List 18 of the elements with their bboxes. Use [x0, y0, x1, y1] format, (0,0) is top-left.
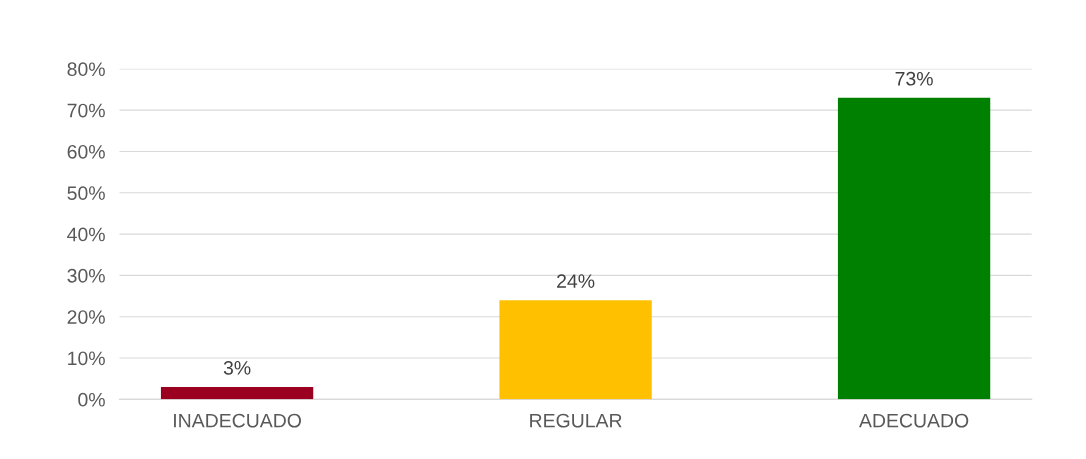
data-label: 73% [895, 71, 933, 86]
y-tick-label: 80% [67, 62, 105, 77]
x-tick-label: REGULAR [530, 413, 622, 428]
y-tick-label: 30% [67, 268, 105, 283]
y-tick-label: 70% [67, 103, 105, 118]
bar [837, 97, 991, 400]
y-tick-label: 50% [67, 186, 105, 201]
y-tick-label: 20% [67, 310, 105, 324]
x-tick-label: ADECUADO [859, 413, 969, 428]
x-tick-label: INADECUADO [174, 413, 301, 428]
y-tick-label: 40% [67, 227, 105, 242]
y-tick-label: 60% [67, 144, 105, 159]
data-label: 24% [557, 274, 595, 288]
y-tick-label: 10% [68, 351, 105, 366]
data-label: 3% [223, 360, 251, 375]
bar [160, 386, 314, 400]
y-tick-label: 0% [78, 392, 105, 407]
bar [499, 300, 652, 400]
